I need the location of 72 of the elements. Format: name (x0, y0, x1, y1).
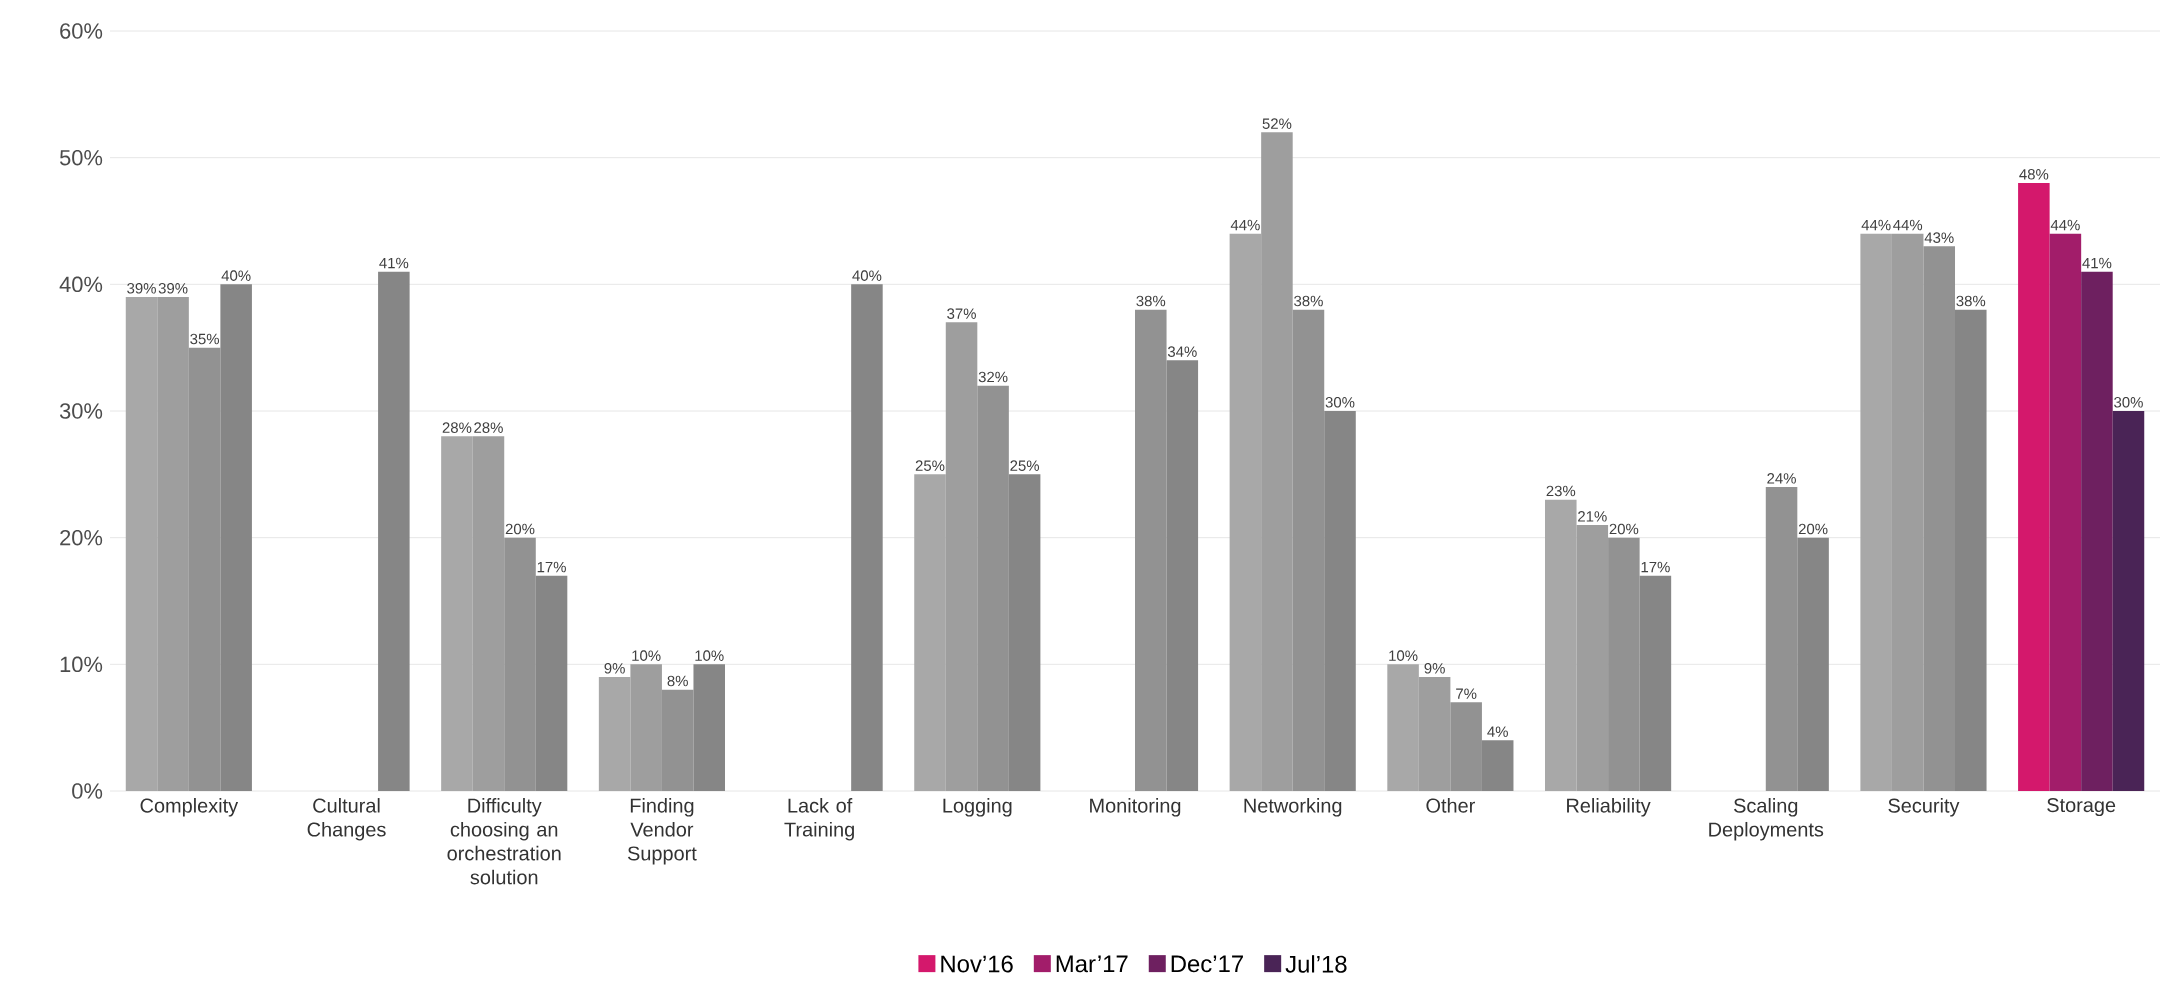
data-label: 7% (1456, 688, 1477, 699)
data-label: 9% (1424, 663, 1445, 674)
data-label: 28% (442, 422, 472, 433)
data-label: 17% (1641, 561, 1670, 573)
data-label: 39% (158, 283, 188, 294)
x-tick-label: Other (1426, 798, 1475, 813)
data-label: 24% (1767, 473, 1796, 484)
bar (2112, 411, 2145, 791)
y-tick-label: 30% (59, 403, 103, 419)
data-label: 4% (1487, 726, 1508, 737)
y-tick-label: 20% (60, 529, 103, 546)
data-label: 44% (1230, 219, 1260, 231)
legend-label: Nov’16 (941, 955, 1013, 973)
data-label: 20% (505, 523, 535, 535)
legend-label: Mar’17 (1056, 955, 1128, 973)
data-label: 21% (1578, 511, 1607, 522)
bar (2081, 271, 2113, 791)
x-tick-label: Reliability (1567, 798, 1651, 817)
x-tick-label: Storage (2047, 798, 2116, 817)
y-tick-label: 50% (59, 149, 103, 166)
data-label: 10% (632, 650, 661, 661)
data-label: 40% (221, 270, 251, 281)
data-label: 34% (1167, 346, 1197, 357)
x-tick-label: Networking (1244, 798, 1342, 817)
data-label: 44% (2050, 219, 2080, 231)
data-label: 40% (852, 270, 882, 281)
data-label: 30% (1325, 397, 1355, 408)
bar (378, 271, 410, 791)
data-label: 38% (1136, 295, 1166, 307)
data-label: 8% (667, 675, 688, 687)
data-label: 10% (1389, 650, 1418, 661)
x-tick-label: Complexity (140, 798, 239, 817)
data-label: 32% (978, 371, 1008, 383)
data-label: 28% (474, 422, 503, 433)
data-label: 39% (127, 283, 156, 294)
y-tick-label: 10% (60, 656, 103, 673)
data-label: 44% (1861, 219, 1891, 231)
data-label: 30% (2114, 397, 2143, 408)
x-tick-label: Lack of Training (784, 798, 854, 841)
data-label: 20% (1609, 523, 1639, 535)
data-label: 23% (1546, 485, 1576, 497)
x-tick-label: Finding Vendor Support (627, 798, 697, 865)
y-tick-label: 60% (60, 23, 103, 39)
data-label: 25% (915, 460, 945, 471)
data-label: 37% (947, 308, 976, 319)
x-tick-label: Logging (943, 798, 1012, 817)
y-tick-label: 40% (59, 276, 103, 293)
data-label: 52% (1262, 118, 1292, 129)
bar (851, 284, 883, 791)
data-label: 20% (1798, 523, 1828, 535)
x-tick-label: Scaling Deployments (1709, 798, 1824, 841)
y-tick-label: 0% (72, 783, 103, 799)
bar (2018, 183, 2050, 791)
x-tick-label: Monitoring (1090, 798, 1181, 817)
data-label: 41% (2082, 257, 2112, 269)
x-tick-label: Difficulty choosing an orchestration solution (447, 798, 561, 885)
data-label: 38% (1294, 295, 1323, 307)
data-label: 10% (695, 650, 724, 661)
data-label: 35% (190, 333, 220, 345)
x-tick-label: Cultural Changes (307, 798, 386, 841)
bar (2049, 233, 2082, 791)
legend-label: Dec’17 (1171, 955, 1243, 973)
data-label: 43% (1924, 232, 1954, 243)
data-label: 41% (379, 257, 409, 269)
data-label: 9% (604, 663, 625, 674)
data-label: 44% (1893, 219, 1923, 231)
data-label: 38% (1956, 295, 1986, 307)
data-label: 48% (2019, 169, 2049, 180)
legend-label: Jul’18 (1285, 955, 1347, 973)
x-tick-label: Security (1888, 798, 1960, 817)
data-label: 25% (1010, 460, 1040, 471)
data-label: 17% (537, 561, 566, 573)
